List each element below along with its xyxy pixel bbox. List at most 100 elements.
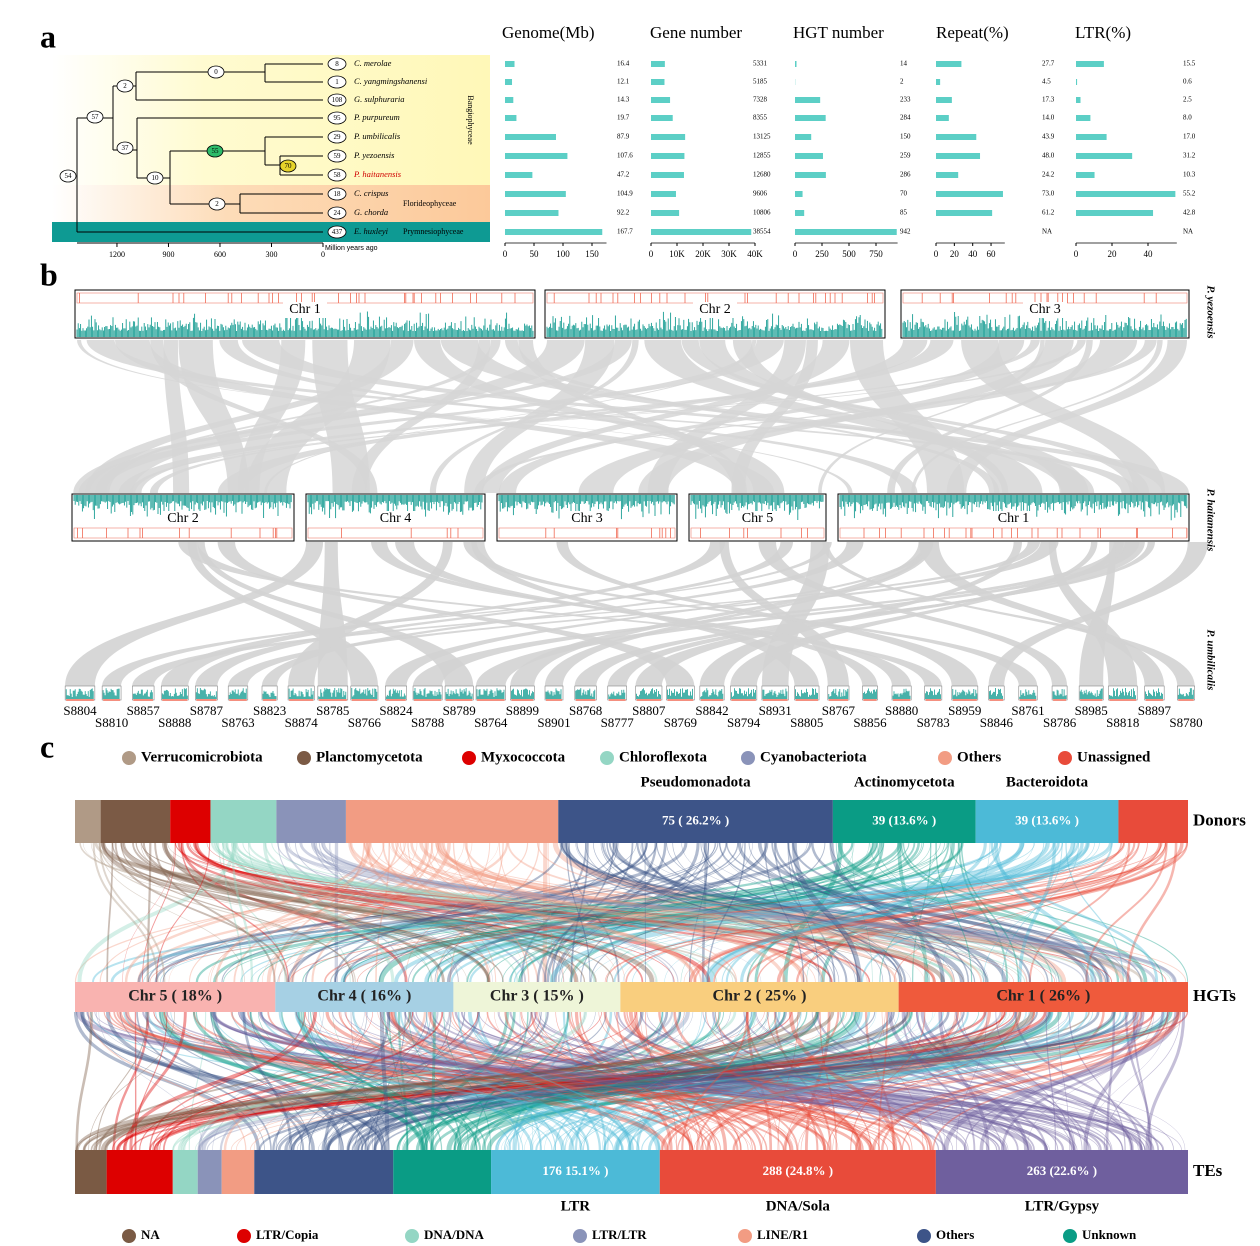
flow-link xyxy=(159,842,1002,983)
flow-link xyxy=(441,1011,1009,1151)
flow-link xyxy=(632,842,1095,983)
label-bg xyxy=(693,302,737,318)
flow-link xyxy=(639,1011,699,1151)
flow-link xyxy=(210,1011,311,1151)
flow-link xyxy=(99,842,356,983)
flow-link xyxy=(326,1011,586,1151)
row-label: TEs xyxy=(1193,1161,1223,1180)
flow-link xyxy=(408,842,767,983)
scaffold-label: S8763 xyxy=(221,715,254,730)
flow-link xyxy=(153,1011,752,1151)
flow-link xyxy=(82,1011,383,1151)
flow-link xyxy=(198,1011,324,1151)
flow-link xyxy=(565,842,861,983)
flow-link xyxy=(225,842,519,983)
flow-link xyxy=(428,1011,739,1151)
flow-link xyxy=(199,1011,1002,1151)
gene-density xyxy=(1019,689,1037,699)
scaffold-label: S8897 xyxy=(1138,703,1172,718)
flow-link xyxy=(349,842,897,983)
flow-link xyxy=(403,1011,1065,1151)
flow-link xyxy=(1085,842,1168,983)
segment xyxy=(275,982,454,1012)
flow-link xyxy=(214,842,954,983)
flow-link xyxy=(633,1011,728,1151)
synteny-ribbon xyxy=(178,542,942,686)
clade-label: Florideophyceae xyxy=(403,199,457,208)
flow-link xyxy=(330,842,493,983)
flow-link xyxy=(156,1011,537,1151)
flow-link xyxy=(213,842,1026,983)
bar xyxy=(651,97,671,103)
flow-link xyxy=(564,1011,934,1151)
flow-link xyxy=(501,1011,1031,1151)
flow-link xyxy=(469,842,1060,983)
bar xyxy=(795,61,797,67)
segment-label: 75 ( 26.2% ) xyxy=(662,812,729,827)
flow-link xyxy=(259,1011,1165,1151)
te-density xyxy=(863,528,1188,538)
bar xyxy=(795,191,803,197)
flow-link xyxy=(318,842,679,983)
flow-link xyxy=(571,842,1100,983)
flow-link xyxy=(377,1011,897,1151)
flow-link xyxy=(345,1011,722,1151)
flow-link xyxy=(555,1011,701,1151)
gene-density xyxy=(132,689,153,699)
flow-link xyxy=(211,842,1102,983)
leaf-count-marker xyxy=(327,93,347,107)
synteny-ribbon xyxy=(818,340,1045,493)
scaffold-label: S8787 xyxy=(190,703,224,718)
flow-link xyxy=(461,1011,1112,1151)
value-label: 12.1 xyxy=(617,78,630,86)
legend-marker xyxy=(462,751,476,765)
flow-link xyxy=(324,842,1125,983)
bar xyxy=(1076,115,1091,121)
flow-link xyxy=(494,1011,944,1151)
flow-link xyxy=(820,842,955,983)
flow-link xyxy=(399,842,738,983)
flow-link xyxy=(153,1011,1047,1151)
synteny-ribbon xyxy=(371,542,912,686)
flow-link xyxy=(477,1011,602,1151)
flow-link xyxy=(321,842,1085,983)
legend-marker xyxy=(917,1229,931,1243)
flow-link xyxy=(99,842,385,983)
scaffold-label: S8794 xyxy=(727,715,761,730)
flow-link xyxy=(141,842,177,983)
flow-link xyxy=(1045,1011,1057,1151)
synteny-ribbon xyxy=(463,542,1038,686)
flow-link xyxy=(544,842,634,983)
flow-link xyxy=(645,1011,678,1151)
value-label: 92.2 xyxy=(617,209,630,217)
flow-link xyxy=(380,1011,669,1151)
segment-label: 176 15.1% ) xyxy=(542,1163,608,1178)
flow-link xyxy=(248,842,989,983)
synteny-ribbon xyxy=(187,542,379,686)
synteny-ribbon xyxy=(414,340,785,493)
flow-link xyxy=(275,1011,368,1151)
flow-link xyxy=(96,1011,148,1151)
bar xyxy=(651,79,665,85)
synteny-ribbon xyxy=(264,340,757,493)
flow-link xyxy=(98,1011,203,1151)
flow-link xyxy=(938,1011,990,1151)
species-name: C. crispus xyxy=(354,188,389,198)
x-tick-label: 300 xyxy=(265,250,277,259)
legend-marker xyxy=(738,1229,752,1243)
legend-marker xyxy=(1063,1229,1077,1243)
chart-title: Gene number xyxy=(650,23,742,42)
gene-density xyxy=(546,311,883,337)
synteny-ribbon xyxy=(556,542,978,686)
synteny-ribbon xyxy=(699,542,1023,686)
flow-link xyxy=(198,1011,674,1151)
value-label: 38554 xyxy=(753,228,771,236)
gene-density xyxy=(1079,688,1103,699)
value-label: 12680 xyxy=(753,171,771,179)
flow-link xyxy=(486,842,924,983)
flow-link xyxy=(773,842,836,983)
node-marker xyxy=(207,65,225,79)
flow-link xyxy=(719,842,984,983)
leaf-count-marker xyxy=(327,57,347,71)
flow-link xyxy=(449,1011,794,1151)
